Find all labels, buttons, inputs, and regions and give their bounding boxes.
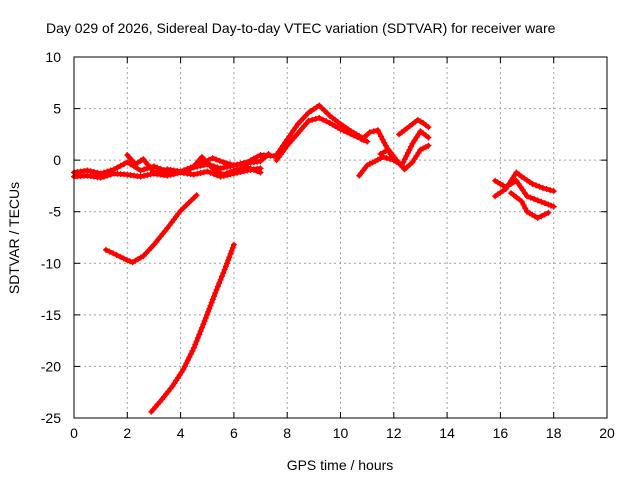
series-markers: [356, 154, 397, 179]
x-tick-label: 6: [230, 425, 238, 441]
series-arc-late-b: [492, 177, 557, 210]
chart-title: Day 029 of 2026, Sidereal Day-to-day VTE…: [46, 20, 556, 36]
series-arc-late-c: [508, 190, 552, 221]
y-tick-label: -10: [41, 255, 61, 271]
series-arc-dip: [103, 192, 200, 266]
series-markers: [198, 151, 272, 169]
x-tick-label: 14: [439, 425, 455, 441]
series-markers: [273, 114, 371, 164]
series-arc-rise-upper: [273, 102, 365, 158]
y-tick-label: 5: [53, 101, 61, 117]
series-markers: [508, 190, 552, 221]
series-arc-loop-d: [356, 154, 397, 179]
y-tick-label: -25: [41, 410, 61, 426]
series-markers: [492, 177, 557, 210]
series-markers: [273, 102, 365, 158]
series-markers: [103, 192, 200, 266]
y-tick-label: 10: [45, 49, 61, 65]
series-arc-loop-b: [377, 142, 432, 173]
y-axis-label: SDTVAR / TECUs: [6, 182, 22, 294]
x-tick-label: 20: [599, 425, 615, 441]
series-arc-rise-lower: [273, 114, 371, 164]
series-layer: [71, 102, 557, 415]
series-arc-loop-c: [396, 116, 432, 138]
x-tick-label: 18: [546, 425, 562, 441]
y-tick-label: 0: [53, 152, 61, 168]
series-arc-band-4: [198, 151, 272, 169]
x-tick-label: 12: [386, 425, 402, 441]
x-tick-label: 8: [283, 425, 291, 441]
x-axis-label: GPS time / hours: [287, 457, 394, 473]
series-line: [274, 115, 370, 163]
x-tick-label: 2: [123, 425, 131, 441]
series-markers: [148, 241, 237, 415]
y-tick-labels: -25 -20 -15 -10 -5 0 5 10: [41, 49, 61, 426]
y-tick-label: -20: [41, 358, 61, 374]
grid: [74, 57, 607, 418]
x-tick-label: 10: [333, 425, 349, 441]
x-tick-label: 0: [70, 425, 78, 441]
y-tick-label: -5: [49, 204, 62, 220]
x-tick-labels: 0 2 4 6 8 10 12 14 16 18 20: [70, 425, 615, 441]
series-arc-steep: [148, 241, 237, 415]
series-arc-band-3: [124, 152, 264, 178]
series-markers: [124, 152, 264, 178]
series-markers: [396, 116, 432, 138]
series-line: [149, 242, 237, 415]
x-tick-label: 16: [493, 425, 509, 441]
y-tick-label: -15: [41, 307, 61, 323]
x-tick-label: 4: [177, 425, 185, 441]
axis-ticks: [73, 56, 608, 419]
